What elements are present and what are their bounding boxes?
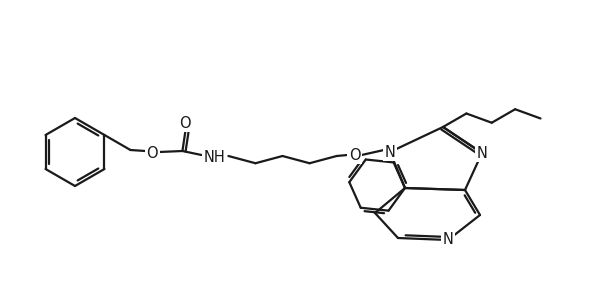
Text: O: O: [179, 116, 192, 131]
Text: NH: NH: [204, 150, 225, 165]
Text: N: N: [384, 144, 395, 160]
Text: N: N: [476, 146, 487, 161]
Text: O: O: [146, 146, 158, 161]
Text: N: N: [443, 233, 453, 248]
Text: O: O: [349, 148, 361, 163]
